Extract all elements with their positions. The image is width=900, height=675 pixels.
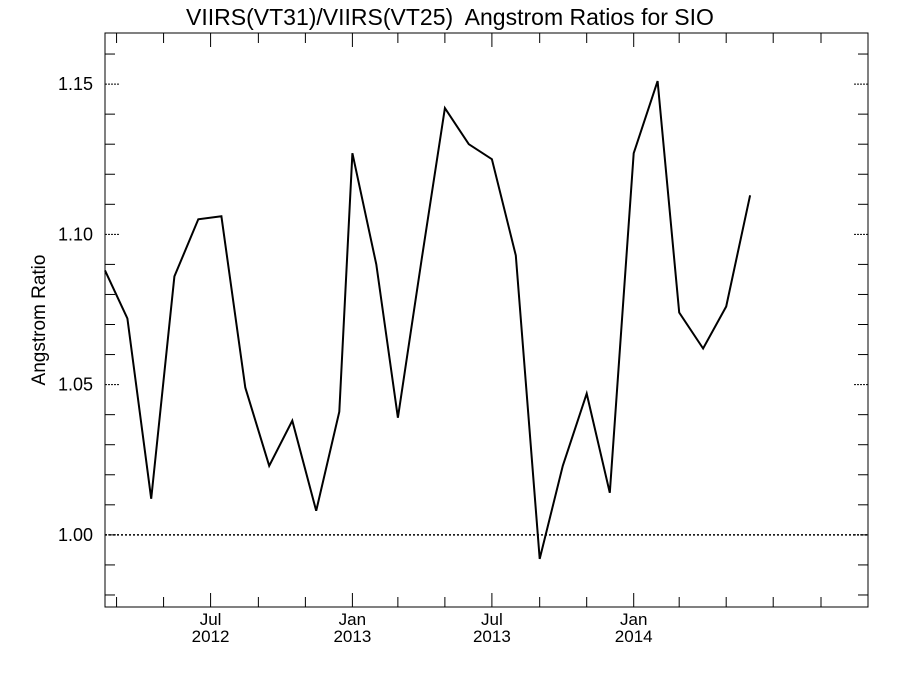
x-tick-year-label: 2014 [615, 627, 653, 646]
x-tick-year-label: 2012 [192, 627, 230, 646]
x-tick-month-label: Jan [339, 610, 366, 629]
x-tick-month-label: Jul [481, 610, 503, 629]
x-tick-year-label: 2013 [333, 627, 371, 646]
x-tick-year-label: 2013 [473, 627, 511, 646]
series-layer [104, 80, 752, 560]
y-tick-label: 1.00 [58, 525, 93, 545]
y-tick-label: 1.10 [58, 224, 93, 244]
plot-frame [104, 32, 869, 608]
x-tick-month-label: Jul [200, 610, 222, 629]
y-axis-label: Angstrom Ratio [29, 255, 50, 386]
y-tick-label: 1.05 [58, 375, 93, 395]
y-axis: 1.00 1.05 1.10 1.15 [58, 53, 868, 596]
x-tick-month-label: Jan [620, 610, 647, 629]
chart-title: VIIRS(VT31)/VIIRS(VT25) Angstrom Ratios … [186, 4, 714, 30]
y-tick-label: 1.15 [58, 74, 93, 94]
series-line [104, 80, 752, 560]
